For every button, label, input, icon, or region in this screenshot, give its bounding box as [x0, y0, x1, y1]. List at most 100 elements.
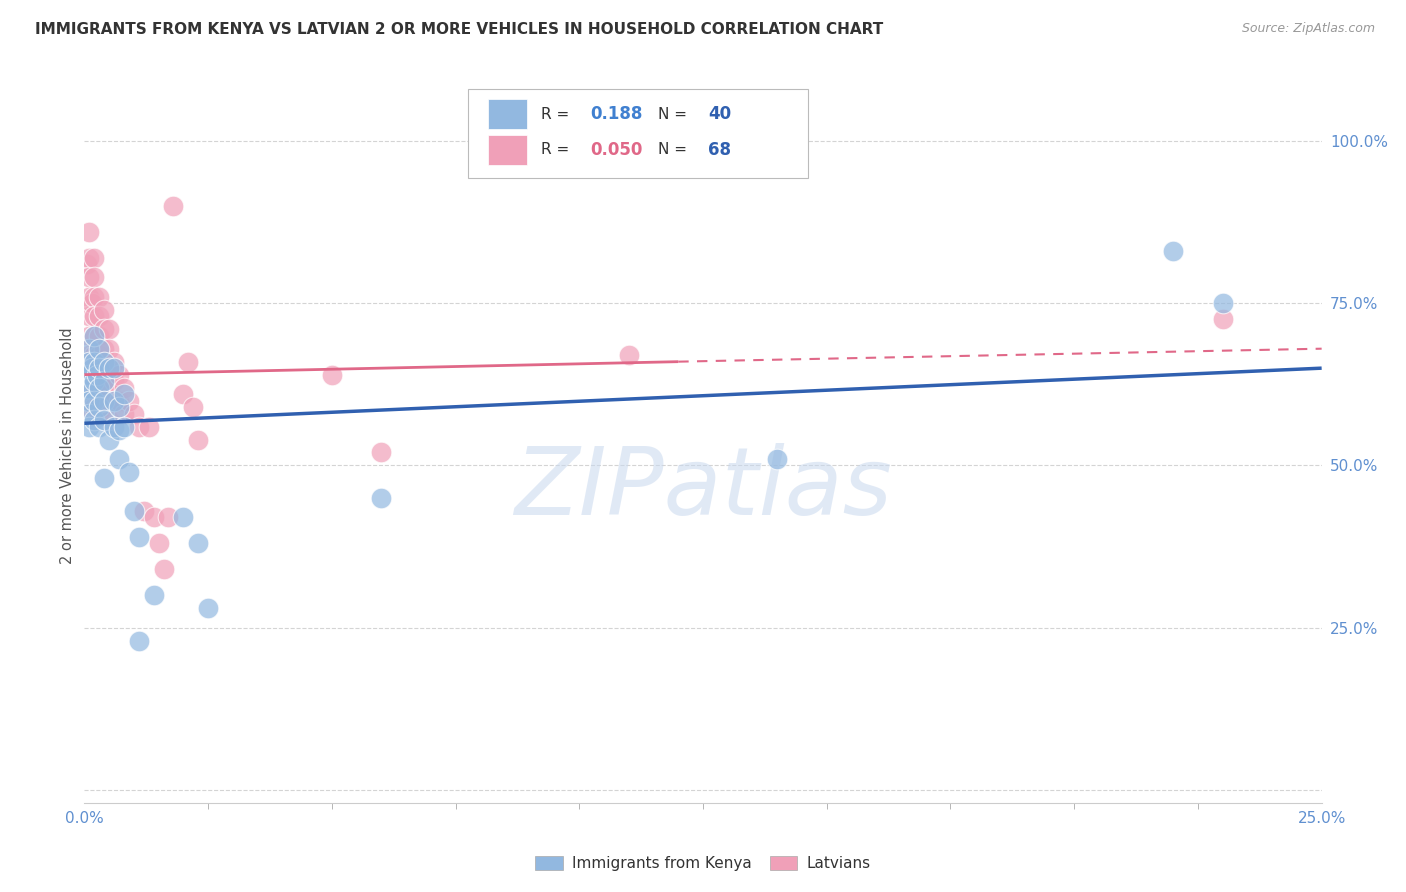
Point: [122, 407, 145, 421]
Point: [89, 342, 111, 356]
Point: [89, 328, 111, 343]
Point: [79, 368, 101, 382]
Point: [86, 368, 108, 382]
Point: [370, 491, 392, 505]
Point: [93, 302, 115, 317]
Point: [103, 419, 125, 434]
Point: [108, 393, 131, 408]
Point: [93, 393, 115, 408]
Point: [89, 381, 111, 395]
Point: [98, 381, 121, 395]
Point: [89, 290, 111, 304]
Point: [172, 387, 194, 401]
Text: 0.050: 0.050: [591, 141, 643, 159]
Point: [83, 374, 105, 388]
Text: R =: R =: [541, 107, 574, 121]
Point: [112, 407, 135, 421]
Point: [79, 348, 101, 362]
Point: [79, 368, 101, 382]
Point: [93, 381, 115, 395]
Text: 68: 68: [709, 141, 731, 159]
Point: [76, 257, 98, 271]
Point: [79, 251, 101, 265]
Point: [197, 601, 219, 615]
Point: [80, 296, 103, 310]
Point: [76, 368, 98, 382]
Point: [89, 393, 111, 408]
Point: [108, 400, 131, 414]
Y-axis label: 2 or more Vehicles in Household: 2 or more Vehicles in Household: [60, 327, 75, 565]
Point: [79, 354, 101, 368]
Point: [98, 433, 121, 447]
Point: [83, 270, 105, 285]
Point: [83, 251, 105, 265]
Point: [172, 510, 194, 524]
Point: [103, 374, 125, 388]
Point: [80, 361, 103, 376]
Point: [157, 510, 180, 524]
Point: [93, 413, 115, 427]
Point: [89, 368, 111, 382]
Point: [98, 361, 121, 376]
Point: [83, 400, 105, 414]
Point: [148, 536, 170, 550]
Text: Source: ZipAtlas.com: Source: ZipAtlas.com: [1241, 22, 1375, 36]
Point: [79, 419, 101, 434]
Point: [79, 342, 101, 356]
Text: ZIPatlas: ZIPatlas: [515, 443, 891, 534]
Point: [93, 374, 115, 388]
Point: [83, 413, 105, 427]
Point: [103, 393, 125, 408]
Point: [112, 381, 135, 395]
Point: [89, 407, 111, 421]
Point: [142, 510, 165, 524]
Point: [93, 361, 115, 376]
Point: [187, 433, 209, 447]
Point: [138, 419, 160, 434]
Point: [79, 270, 101, 285]
Point: [118, 465, 141, 479]
Point: [132, 504, 155, 518]
Point: [181, 400, 204, 414]
Point: [177, 354, 200, 368]
Point: [98, 361, 121, 376]
Text: N =: N =: [658, 107, 692, 121]
Point: [83, 354, 105, 368]
Point: [89, 310, 111, 324]
Point: [83, 328, 105, 343]
Text: N =: N =: [658, 143, 692, 157]
Point: [79, 400, 101, 414]
Point: [83, 348, 105, 362]
Point: [321, 368, 343, 382]
Point: [93, 354, 115, 368]
FancyBboxPatch shape: [488, 135, 527, 165]
Point: [79, 407, 101, 421]
Point: [112, 387, 135, 401]
Text: 0.188: 0.188: [591, 105, 643, 123]
Point: [108, 368, 131, 382]
Point: [128, 419, 150, 434]
Point: [108, 452, 131, 467]
Point: [1212, 296, 1234, 310]
Point: [89, 400, 111, 414]
Point: [108, 423, 131, 437]
Point: [83, 328, 105, 343]
Point: [118, 393, 141, 408]
Point: [79, 290, 101, 304]
Point: [93, 322, 115, 336]
Point: [89, 361, 111, 376]
Point: [79, 393, 101, 408]
Point: [93, 400, 115, 414]
Point: [103, 361, 125, 376]
Point: [98, 342, 121, 356]
FancyBboxPatch shape: [468, 89, 808, 178]
Point: [128, 633, 150, 648]
Point: [79, 225, 101, 239]
Text: IMMIGRANTS FROM KENYA VS LATVIAN 2 OR MORE VEHICLES IN HOUSEHOLD CORRELATION CHA: IMMIGRANTS FROM KENYA VS LATVIAN 2 OR MO…: [35, 22, 883, 37]
Point: [83, 393, 105, 408]
Point: [93, 471, 115, 485]
Point: [79, 381, 101, 395]
Point: [98, 413, 121, 427]
Point: [617, 348, 640, 362]
Point: [103, 354, 125, 368]
